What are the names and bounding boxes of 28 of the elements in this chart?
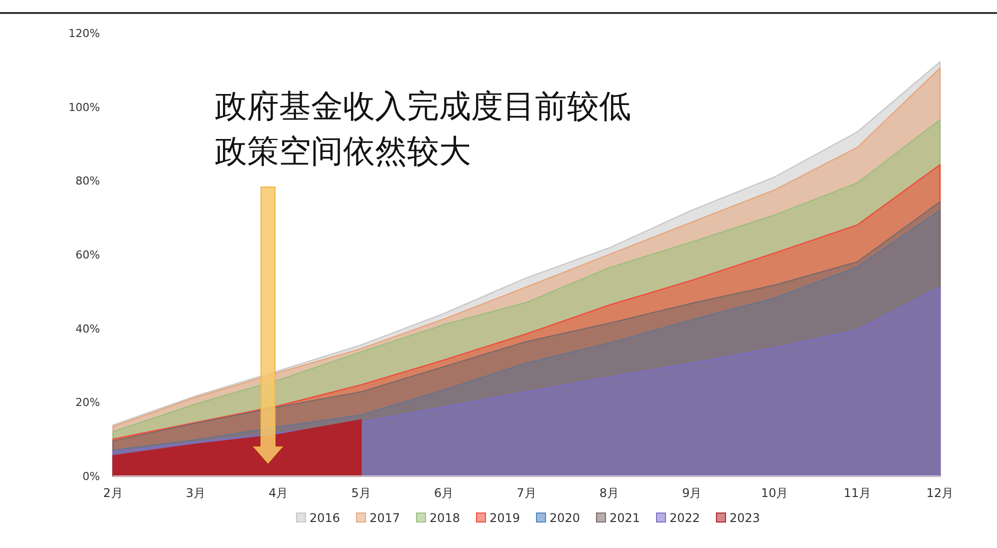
x-tick-label: 3月 — [186, 486, 206, 500]
x-tick-label: 7月 — [516, 486, 536, 500]
annotation: 政策空间依然较大 — [215, 132, 471, 170]
x-tick-label: 11月 — [844, 486, 871, 500]
x-tick-label: 12月 — [926, 486, 954, 500]
x-tick-label: 6月 — [434, 486, 454, 500]
legend-label: 2019 — [490, 511, 520, 525]
y-tick-label: 80% — [76, 174, 100, 188]
legend-label: 2021 — [610, 511, 640, 525]
annotation: 政府基金收入完成度目前较低 — [215, 87, 631, 125]
legend-label: 2016 — [310, 511, 340, 525]
y-tick-label: 60% — [76, 248, 100, 262]
y-tick-label: 40% — [76, 322, 100, 336]
legend-label: 2018 — [430, 511, 460, 525]
legend-label: 2022 — [670, 511, 700, 525]
legend-label: 2017 — [370, 511, 400, 525]
x-tick-label: 10月 — [760, 486, 788, 500]
y-tick-label: 100% — [68, 100, 100, 114]
x-tick-label: 9月 — [682, 486, 702, 500]
x-tick-label: 4月 — [268, 486, 288, 500]
legend-label: 2023 — [730, 511, 760, 525]
y-tick-label: 120% — [68, 27, 100, 40]
x-tick-label: 2月 — [103, 486, 123, 500]
y-tick-label: 0% — [82, 470, 100, 483]
x-tick-label: 5月 — [351, 486, 371, 500]
y-tick-label: 20% — [76, 396, 100, 410]
x-tick-label: 8月 — [599, 486, 620, 500]
legend-label: 2020 — [550, 511, 580, 525]
